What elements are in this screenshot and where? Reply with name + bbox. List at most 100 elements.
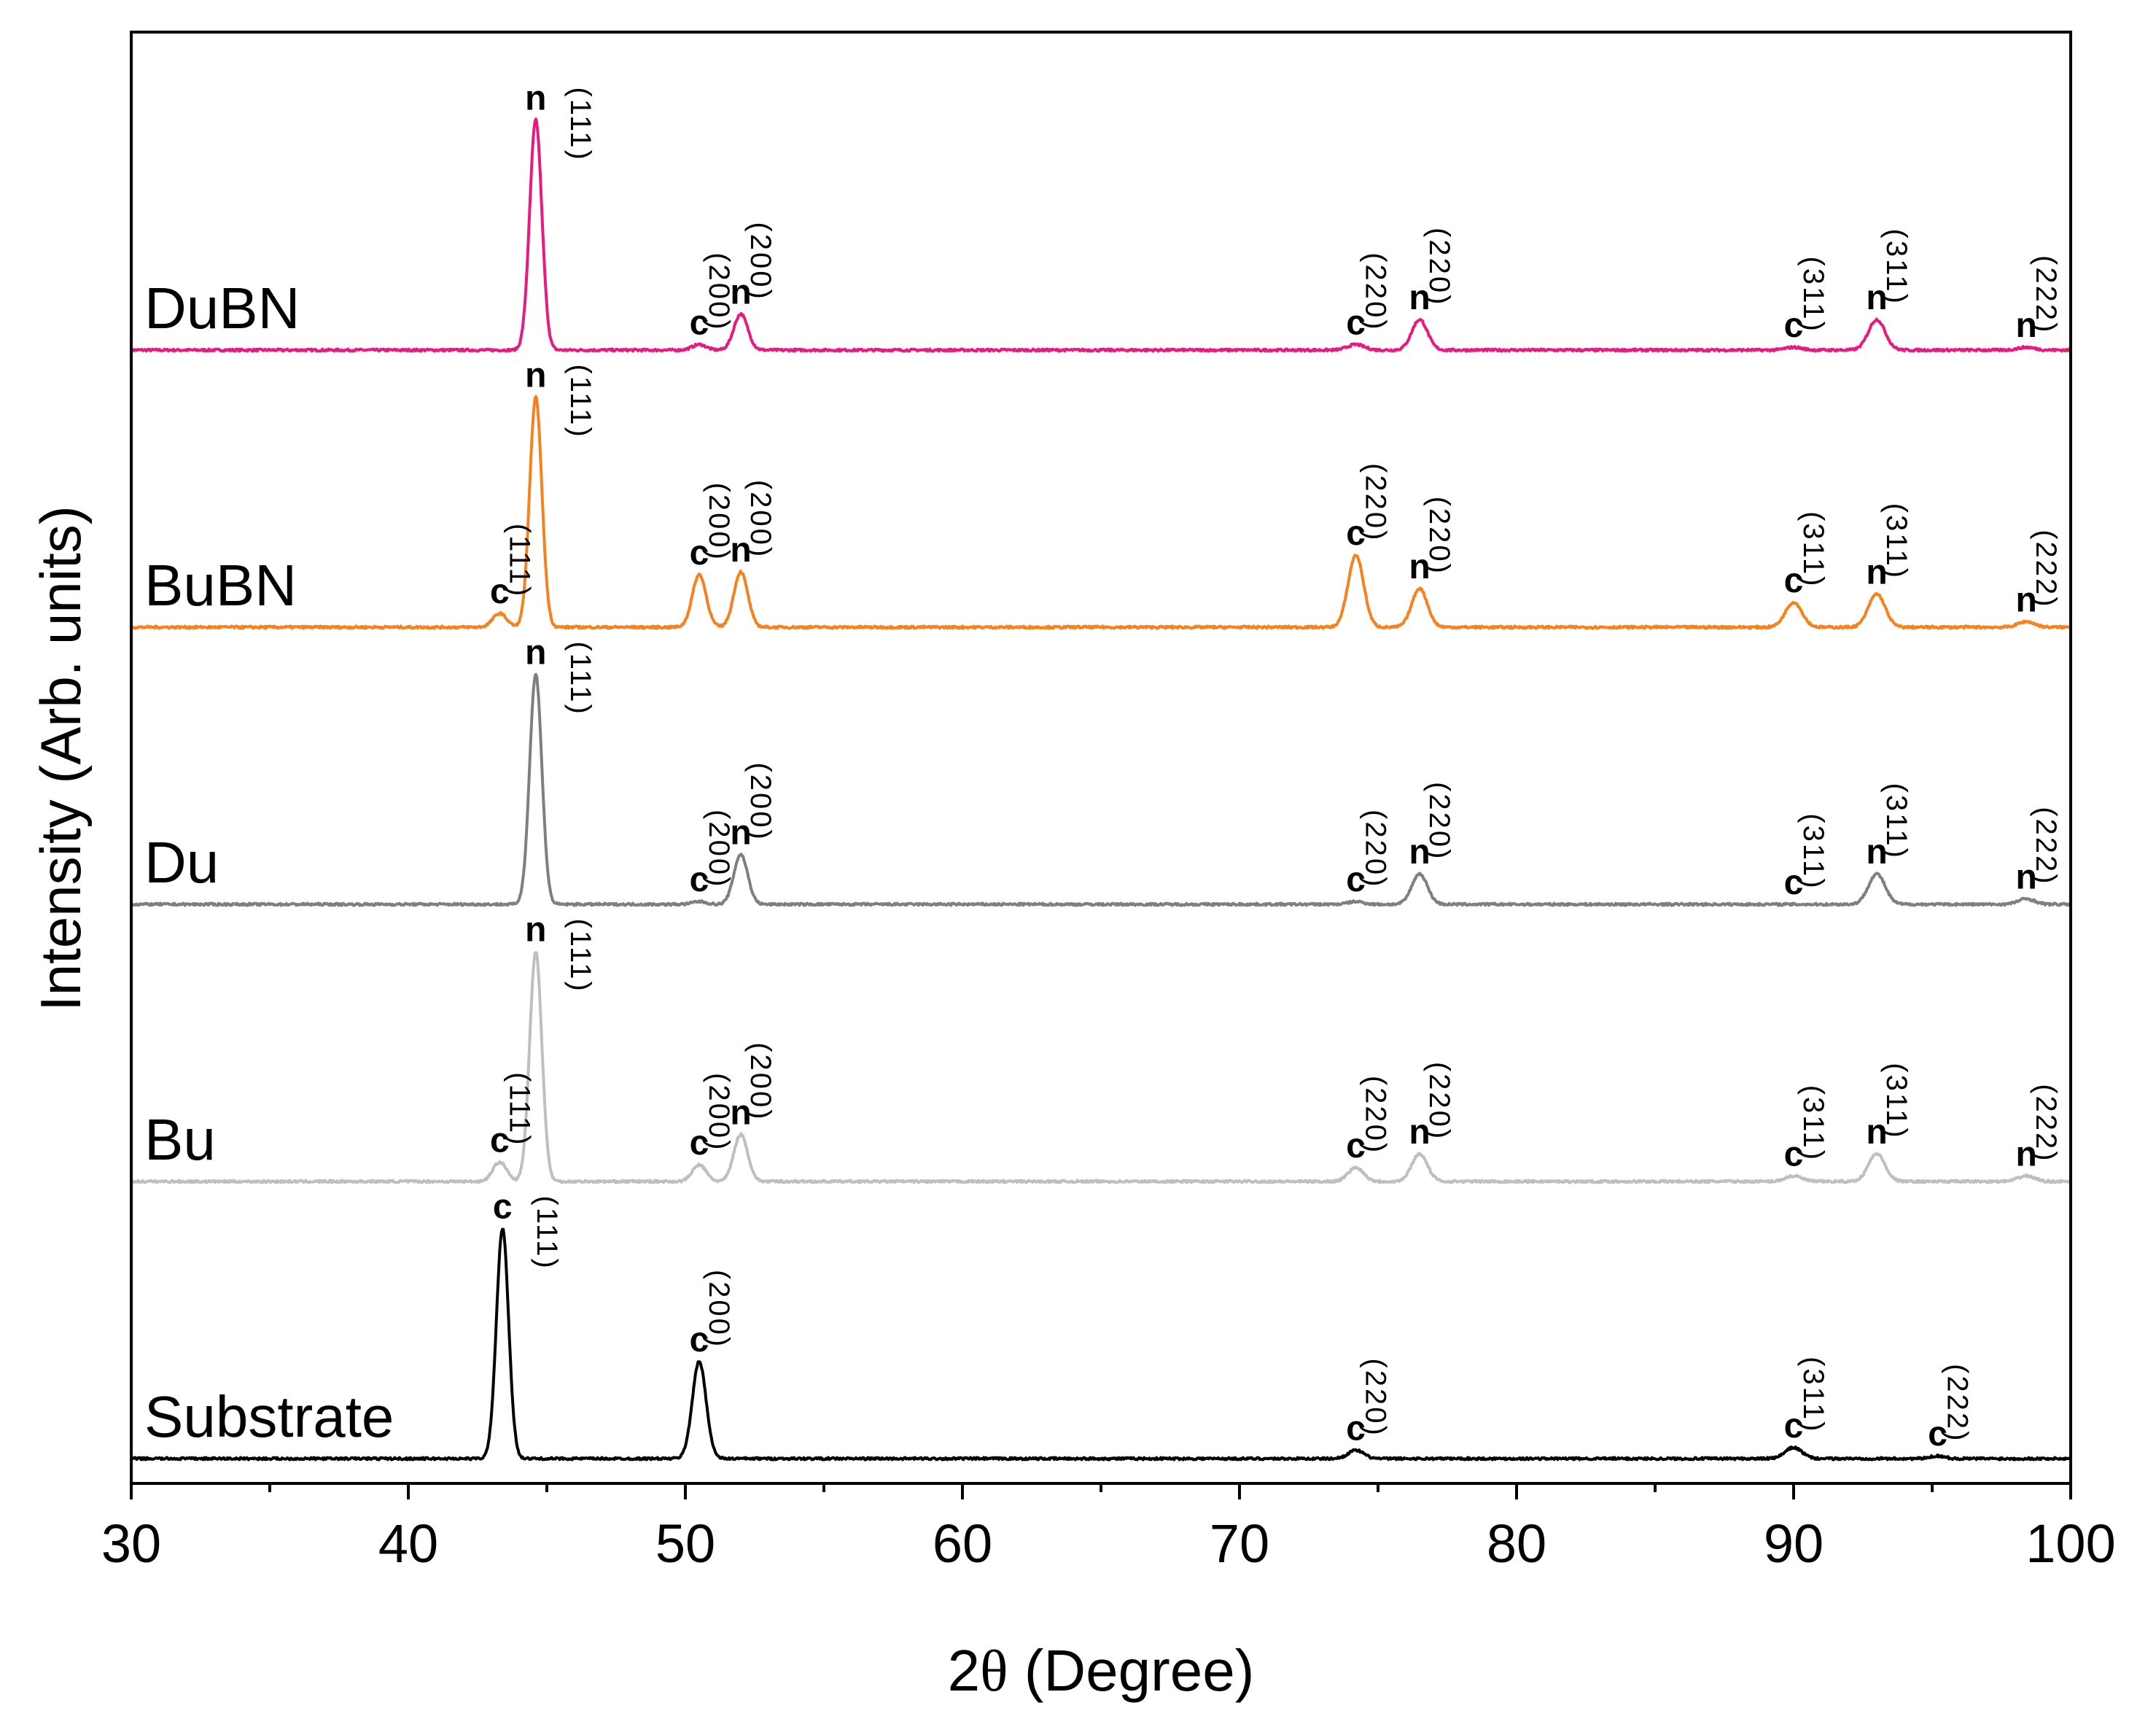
- series-label: BuBN: [144, 553, 297, 618]
- peak-phase-label: c: [1784, 1407, 1804, 1445]
- peak-hkl-label: (311): [1797, 256, 1829, 333]
- series-label: Du: [144, 830, 219, 895]
- peak-phase-label: n: [730, 273, 751, 312]
- series-labels: DuBN BuBN Du Bu Substrate: [144, 276, 394, 1449]
- peak-phase-label: c: [1784, 306, 1804, 345]
- peak-hkl-label: (222): [2030, 1084, 2062, 1163]
- peak-phase-label: c: [493, 1188, 513, 1227]
- peak-phase-label: c: [690, 303, 709, 342]
- peak-hkl-label: (311): [1797, 511, 1829, 588]
- peak-phase-label: n: [525, 357, 546, 395]
- peak-hkl-label: (200): [744, 1042, 777, 1121]
- peak-hkl-label: (311): [1880, 503, 1912, 580]
- x-axis-title-theta: θ: [980, 1639, 1008, 1704]
- peak-phase-label: n: [525, 634, 546, 672]
- peak-hkl-label: (222): [2030, 529, 2062, 608]
- peak-phase-label: n: [2016, 581, 2037, 619]
- peak-phase-label: n: [2016, 1135, 2037, 1173]
- series-traces: [130, 117, 2072, 1462]
- peak-hkl-label: (311): [1880, 1063, 1912, 1139]
- peak-phase-label: c: [1346, 1127, 1366, 1165]
- peak-phase-label: c: [690, 861, 709, 899]
- x-axis-title: 2θ (Degree): [948, 1638, 1255, 1704]
- peak-hkl-label: (222): [2030, 807, 2062, 885]
- peak-phase-label: c: [1928, 1415, 1947, 1454]
- peak-phase-label: n: [1409, 279, 1430, 317]
- series-line-dubn: [130, 117, 2071, 353]
- x-tick-label: 40: [378, 1513, 438, 1574]
- peak-phase-label: c: [690, 1124, 709, 1163]
- peak-hkl-label: (222): [1942, 1364, 1974, 1443]
- peak-phase-label: c: [690, 1321, 709, 1359]
- peak-hkl-label: (111): [564, 364, 596, 438]
- peak-phase-label: n: [730, 814, 751, 853]
- peak-hkl-label: (220): [1360, 810, 1392, 888]
- peak-hkl-label: (200): [703, 1073, 735, 1152]
- peak-hkl-label: (220): [1360, 463, 1392, 542]
- peak-phase-label: n: [2016, 306, 2037, 345]
- series-line-bu: [130, 951, 2071, 1184]
- peak-hkl-label: (111): [564, 641, 596, 715]
- peak-phase-label: c: [1346, 303, 1366, 342]
- series-label: Substrate: [144, 1384, 394, 1449]
- peak-hkl-label: (200): [744, 762, 777, 841]
- peak-hkl-label: (200): [703, 252, 735, 331]
- peak-hkl-label: (200): [703, 1270, 735, 1348]
- peak-phase-label: n: [1409, 1113, 1430, 1152]
- peak-hkl-label: (111): [503, 1072, 535, 1146]
- peak-phase-label: n: [1409, 833, 1430, 872]
- peak-hkl-label: (111): [564, 87, 596, 161]
- series-line-bubn: [130, 395, 2071, 630]
- peak-hkl-label: (200): [703, 483, 735, 562]
- peak-phase-label: n: [1409, 548, 1430, 586]
- x-tick-label: 50: [655, 1513, 715, 1574]
- series-label: Bu: [144, 1107, 216, 1172]
- peak-hkl-label: (311): [1880, 783, 1912, 859]
- peak-hkl-label: (220): [1423, 1062, 1455, 1141]
- peak-hkl-label: (111): [531, 1195, 563, 1270]
- x-tick-label: 80: [1487, 1513, 1546, 1574]
- peak-hkl-label: (220): [1360, 252, 1392, 331]
- peak-hkl-label: (200): [744, 480, 777, 559]
- peak-phase-label: n: [525, 79, 546, 118]
- peak-hkl-label: (111): [503, 524, 535, 598]
- peak-hkl-label: (111): [564, 918, 596, 993]
- peak-annotations: n (111)c(200)n(200)c(220) n(220)c(311) n(31…: [490, 79, 2062, 1454]
- series-label: DuBN: [144, 276, 300, 341]
- peak-phase-label: n: [730, 531, 751, 570]
- peak-hkl-label: (220): [1423, 228, 1455, 306]
- x-tick-label: 60: [933, 1513, 992, 1574]
- peak-phase-label: c: [1784, 1135, 1804, 1173]
- series-line-substrate: [130, 1227, 2071, 1462]
- x-tick-label: 100: [2025, 1513, 2115, 1574]
- x-tick-label: 70: [1210, 1513, 1269, 1574]
- peak-hkl-label: (222): [2030, 255, 2062, 334]
- peak-hkl-label: (311): [1880, 228, 1912, 305]
- peak-phase-label: n: [1866, 833, 1887, 872]
- peak-phase-label: c: [490, 1121, 510, 1160]
- peak-hkl-label: (220): [1360, 1358, 1392, 1437]
- peak-phase-label: n: [2016, 858, 2037, 896]
- peak-phase-label: c: [1346, 861, 1366, 899]
- peak-hkl-label: (311): [1797, 1085, 1829, 1162]
- peak-phase-label: n: [730, 1093, 751, 1132]
- peak-phase-label: n: [1866, 279, 1887, 317]
- peak-phase-label: n: [525, 911, 546, 950]
- series-line-du: [130, 672, 2072, 907]
- peak-hkl-label: (220): [1360, 1076, 1392, 1154]
- peak-phase-label: c: [1784, 864, 1804, 902]
- x-axis-title-prefix: 2: [948, 1638, 981, 1703]
- peak-hkl-label: (311): [1797, 813, 1829, 890]
- peak-phase-label: c: [690, 534, 709, 573]
- x-axis-title-unit: (Degree): [1008, 1638, 1254, 1703]
- peak-hkl-label: (220): [1423, 782, 1455, 861]
- plot-frame: [130, 31, 2072, 1485]
- x-tick-label: 30: [101, 1513, 161, 1574]
- peak-hkl-label: (200): [703, 810, 735, 888]
- peak-phase-label: c: [1346, 1410, 1366, 1448]
- x-axis-ticks: 30 40 50 60 70 80 90 100: [101, 1483, 2116, 1574]
- peak-phase-label: c: [490, 573, 510, 611]
- peak-hkl-label: (311): [1797, 1357, 1829, 1433]
- peak-phase-label: c: [1346, 514, 1366, 553]
